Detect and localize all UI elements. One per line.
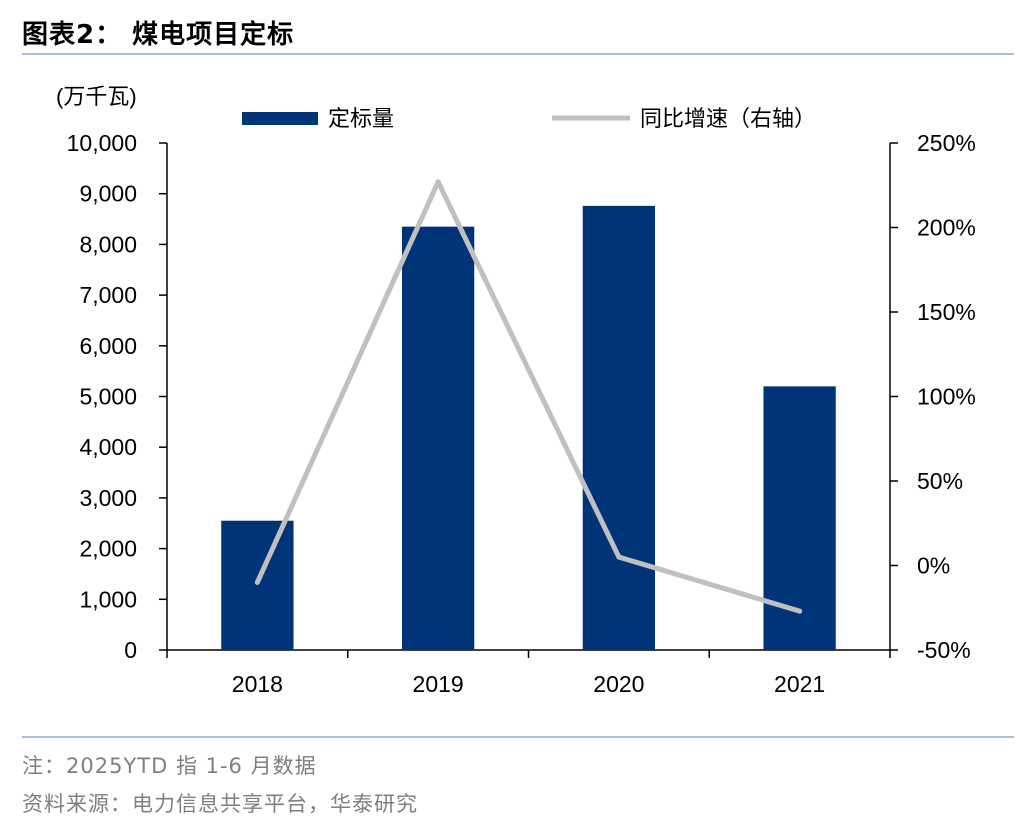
footer-divider: [22, 736, 1014, 738]
left-axis-tick-label: 1,000: [79, 586, 137, 612]
line-series: [254, 179, 803, 614]
figure-title: 图表2： 煤电项目定标: [22, 20, 295, 50]
bar: [221, 520, 294, 650]
chart-note: 注：2025YTD 指 1-6 月数据: [22, 754, 317, 778]
left-axis-tick-label: 9,000: [79, 181, 137, 207]
x-axis-tick-label: 2019: [413, 671, 464, 697]
legend-bar-swatch: [242, 112, 318, 125]
legend: 定标量 同比增速（右轴）: [242, 106, 816, 131]
x-axis-tick-label: 2021: [774, 671, 825, 697]
left-axis-tick-label: 5,000: [79, 384, 137, 410]
right-axis-tick-label: 200%: [917, 215, 976, 241]
left-axis-tick-label: 8,000: [79, 231, 137, 257]
left-axis-tick-label: 4,000: [79, 434, 137, 460]
growth-line-point: [616, 554, 622, 560]
growth-line-point: [254, 579, 260, 585]
growth-line: [254, 179, 803, 614]
title-divider: [22, 53, 1014, 55]
right-axis-tick-label: -50%: [917, 637, 971, 663]
growth-line-point: [435, 179, 441, 185]
left-axis-tick-label: 7,000: [79, 282, 137, 308]
bar: [582, 205, 656, 651]
right-axis-tick-label: 100%: [917, 384, 976, 410]
right-axis-tick-label: 250%: [917, 130, 976, 156]
bar-series: [221, 205, 836, 651]
legend-bar-label: 定标量: [328, 106, 394, 131]
axes: 0 1,000 2,000 3,000 4,000 5,000 6,000 7,000 8,00…: [67, 130, 976, 697]
x-axis-tick-label: 2020: [593, 671, 644, 697]
left-axis-tick-label: 0: [124, 637, 137, 663]
bar: [401, 226, 475, 650]
right-axis-tick-label: 50%: [917, 468, 963, 494]
left-axis-tick-label: 6,000: [79, 333, 137, 359]
chart-source: 资料来源：电力信息共享平台，华泰研究: [22, 792, 418, 816]
right-axis-tick-label: 0%: [917, 553, 950, 579]
left-axis-tick-label: 3,000: [79, 485, 137, 511]
left-axis-tick-label: 2,000: [79, 536, 137, 562]
legend-line-label: 同比增速（右轴）: [640, 106, 816, 131]
chart: (万千瓦) 定标量 同比增速（右轴） 0 1,000 2,000 3,000 4,000…: [56, 84, 976, 697]
growth-line-point: [797, 608, 803, 614]
left-axis-tick-label: 10,000: [67, 130, 137, 156]
right-axis-tick-label: 150%: [917, 299, 976, 325]
left-axis-unit-label: (万千瓦): [56, 84, 137, 109]
x-axis-tick-label: 2018: [232, 671, 283, 697]
